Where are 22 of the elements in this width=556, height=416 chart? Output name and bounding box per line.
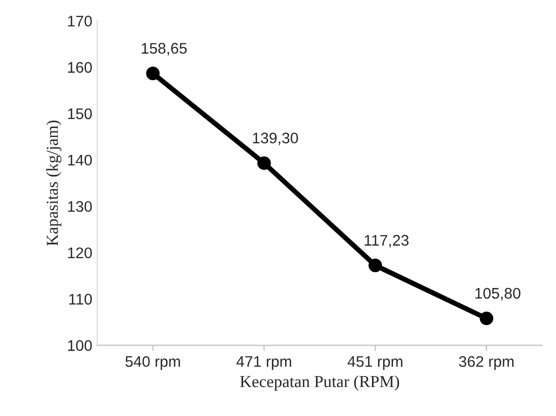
data-label: 158,65 <box>142 42 187 56</box>
y-tick-label: 150 <box>68 108 92 120</box>
data-label: 117,23 <box>364 234 409 248</box>
point <box>146 66 160 80</box>
y-tick-label: 100 <box>68 340 92 351</box>
x-tick-label: 471 rpm <box>236 356 292 370</box>
point <box>480 312 494 326</box>
y-axis-title: Kapasitas (kg/jam) <box>46 120 62 246</box>
data-label: 105,80 <box>475 288 520 301</box>
point <box>368 258 382 272</box>
y-tick-label: 170 <box>68 16 92 26</box>
y-tick-label: 160 <box>68 62 92 73</box>
y-tick-label: 120 <box>68 247 92 258</box>
x-tick-label: 540 rpm <box>125 356 180 370</box>
point <box>257 156 271 170</box>
x-axis-title: Kecepatan Putar (RPM) <box>240 375 400 391</box>
y-tick-label: 140 <box>68 154 92 166</box>
x-tick-label: 451 rpm <box>348 356 402 370</box>
data-label: 139,30 <box>253 132 298 146</box>
y-tick-label: 130 <box>68 201 92 212</box>
y-tick-label: 110 <box>69 294 92 305</box>
x-tick-label: 362 rpm <box>459 356 514 370</box>
